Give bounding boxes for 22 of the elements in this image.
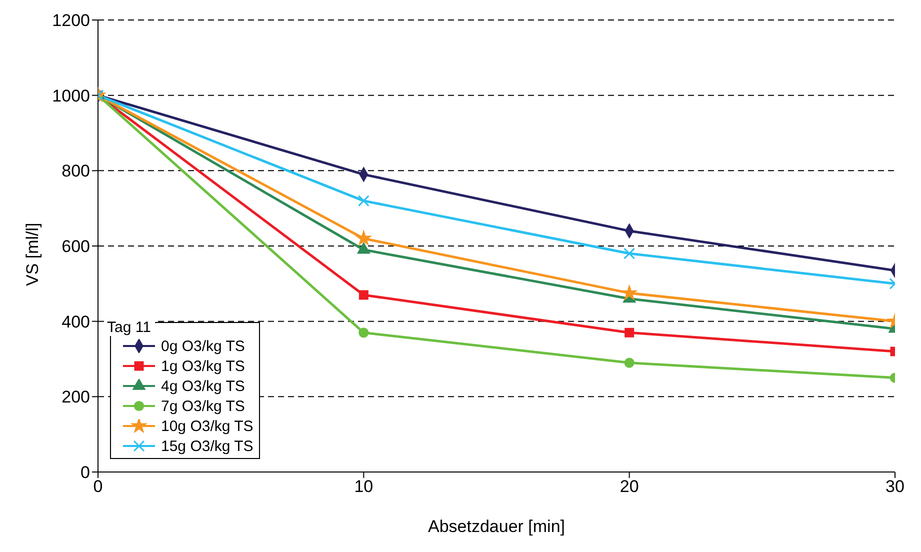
legend-label: 0g O3/kg TS: [161, 338, 245, 354]
legend-label: 10g O3/kg TS: [161, 418, 254, 434]
y-tick-label: 1200: [52, 11, 90, 30]
y-axis-title: VS [ml/l]: [23, 222, 42, 286]
y-tick-label: 0: [80, 463, 90, 482]
legend-label: 15g O3/kg TS: [161, 438, 254, 454]
x-axis-title: Absetzdauer [min]: [428, 517, 566, 536]
point: [358, 290, 368, 300]
point: [624, 328, 634, 338]
y-tick-label: 200: [62, 388, 90, 407]
y-tick-label: 400: [62, 312, 90, 332]
legend-label: 1g O3/kg TS: [161, 358, 245, 374]
legend-label: 4g O3/kg TS: [161, 378, 245, 394]
x-tick-label: 30: [886, 477, 904, 496]
y-tick-label: 800: [62, 162, 90, 181]
x-tick-label: 20: [620, 477, 639, 496]
legend-title: Tag 11: [107, 319, 155, 336]
y-tick-label: 1000: [52, 86, 90, 106]
x-tick-label: 0: [93, 477, 103, 496]
x-tick-label: 10: [354, 477, 374, 496]
y-tick-label: 600: [62, 237, 90, 256]
legend-label: 7g O3/kg TS: [161, 398, 245, 414]
